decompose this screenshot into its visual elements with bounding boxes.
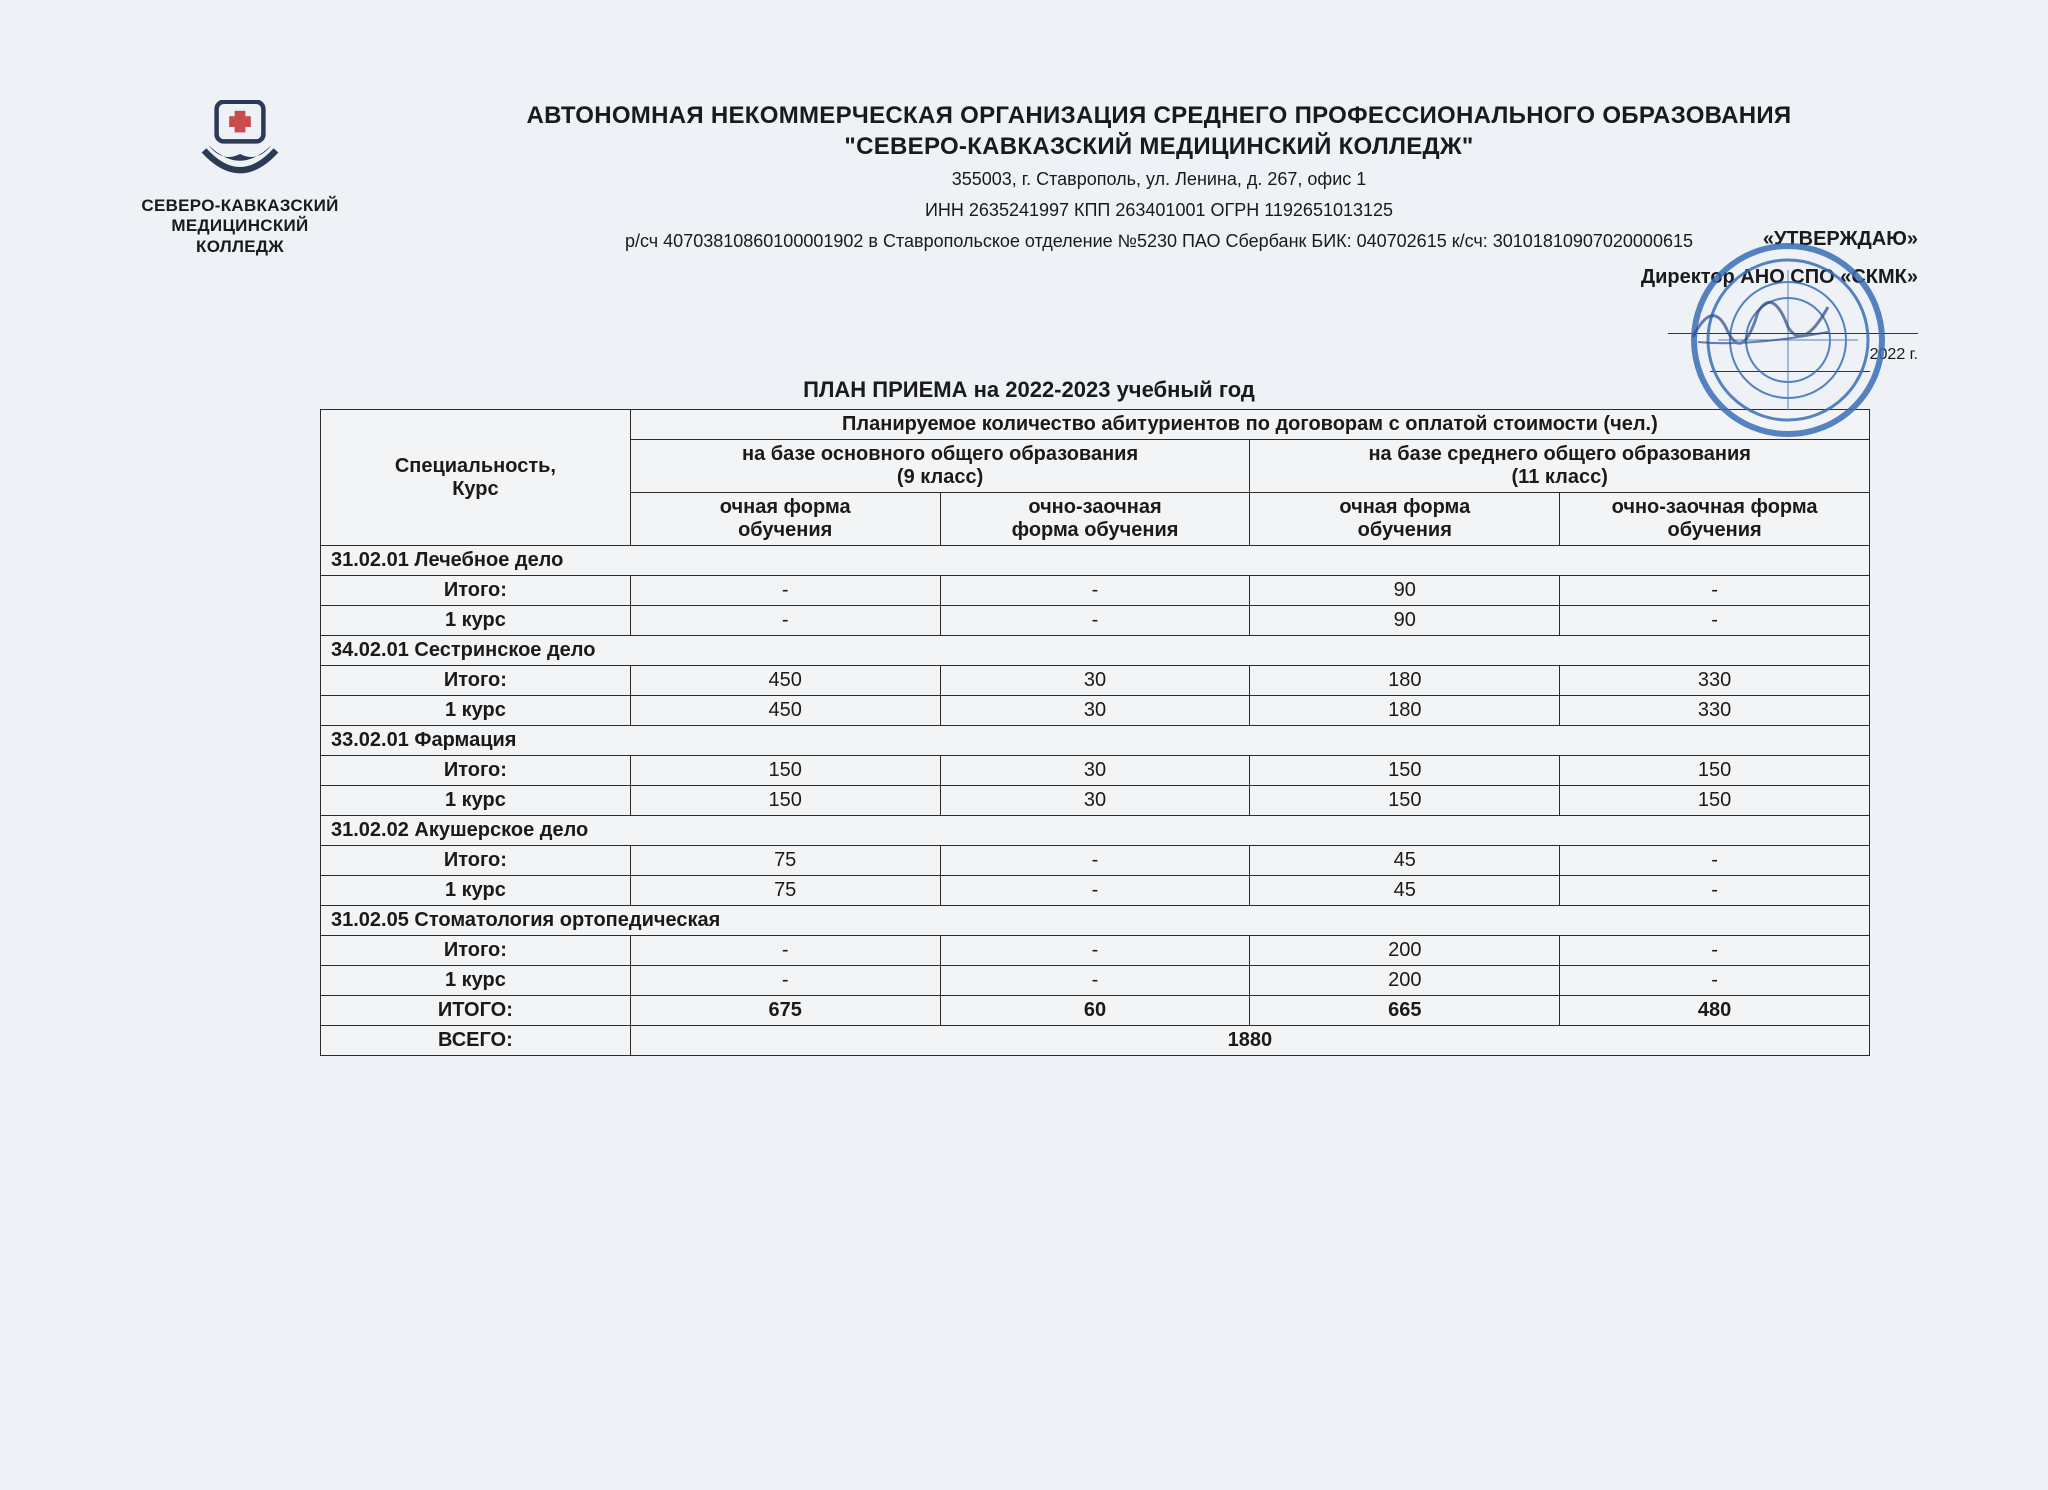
th-full9: очная формаобучения	[630, 493, 940, 546]
cell-value: 330	[1560, 666, 1870, 696]
approve-year: 2022 г.	[1870, 346, 1918, 363]
cell-value: 90	[1250, 576, 1560, 606]
cell-value: 30	[940, 756, 1250, 786]
approve-role: Директор АНО СПО «СКМК»	[1538, 258, 1918, 296]
row-label: Итого:	[321, 846, 631, 876]
cell-value: 150	[1250, 756, 1560, 786]
cell-value: 150	[1250, 786, 1560, 816]
cell-value: 150	[1560, 756, 1870, 786]
table-title: ПЛАН ПРИЕМА на 2022-2023 учебный год	[130, 377, 1928, 403]
admission-plan-table: Специальность,Курс Планируемое количеств…	[320, 409, 1870, 1056]
cell-value: -	[940, 576, 1250, 606]
cell-value: -	[630, 966, 940, 996]
logo-caption: СЕВЕРО-КАВКАЗСКИЙМЕДИЦИНСКИЙКОЛЛЕДЖ	[130, 196, 350, 257]
total-label: ИТОГО:	[321, 996, 631, 1026]
page: СЕВЕРО-КАВКАЗСКИЙМЕДИЦИНСКИЙКОЛЛЕДЖ АВТО…	[0, 0, 2048, 1490]
cell-value: 330	[1560, 696, 1870, 726]
cell-value: 450	[630, 666, 940, 696]
cell-value: 90	[1250, 606, 1560, 636]
th-part9: очно-заочнаяформа обучения	[940, 493, 1250, 546]
th-full11: очная формаобучения	[1250, 493, 1560, 546]
cell-value: 180	[1250, 666, 1560, 696]
total-value: 480	[1560, 996, 1870, 1026]
signature-line	[1668, 309, 1918, 334]
cell-value: 45	[1250, 846, 1560, 876]
table-body: 31.02.01 Лечебное делоИтого:--90-1 курс-…	[321, 546, 1870, 1056]
row-label: Итого:	[321, 756, 631, 786]
cell-value: -	[630, 606, 940, 636]
cell-value: 150	[1560, 786, 1870, 816]
cell-value: -	[1560, 936, 1870, 966]
approval-block: «УТВЕРЖДАЮ» Директор АНО СПО «СКМК» 2022…	[1538, 220, 1918, 372]
total-value: 60	[940, 996, 1250, 1026]
row-label: Итого:	[321, 576, 631, 606]
logo-column: СЕВЕРО-КАВКАЗСКИЙМЕДИЦИНСКИЙКОЛЛЕДЖ	[130, 100, 350, 257]
cell-value: 150	[630, 756, 940, 786]
th-specialty: Специальность,Курс	[321, 410, 631, 546]
cell-value: 45	[1250, 876, 1560, 906]
cell-value: -	[940, 936, 1250, 966]
th-part11: очно-заочная формаобучения	[1560, 493, 1870, 546]
th-base11: на базе среднего общего образования(11 к…	[1250, 440, 1870, 493]
cell-value: -	[1560, 846, 1870, 876]
date-line	[1710, 347, 1870, 372]
row-label: 1 курс	[321, 786, 631, 816]
grand-value: 1880	[630, 1026, 1869, 1056]
cell-value: -	[940, 966, 1250, 996]
cell-value: 75	[630, 876, 940, 906]
cell-value: -	[1560, 876, 1870, 906]
total-value: 675	[630, 996, 940, 1026]
row-label: Итого:	[321, 936, 631, 966]
cell-value: -	[630, 936, 940, 966]
cell-value: 450	[630, 696, 940, 726]
cell-value: 30	[940, 696, 1250, 726]
cell-value: -	[940, 606, 1250, 636]
org-title-2: "СЕВЕРО-КАВКАЗСКИЙ МЕДИЦИНСКИЙ КОЛЛЕДЖ"	[390, 131, 1928, 162]
cell-value: 200	[1250, 936, 1560, 966]
org-title-1: АВТОНОМНАЯ НЕКОММЕРЧЕСКАЯ ОРГАНИЗАЦИЯ СР…	[390, 100, 1928, 131]
total-value: 665	[1250, 996, 1560, 1026]
approve-title: «УТВЕРЖДАЮ»	[1538, 220, 1918, 258]
section-header: 33.02.01 Фармация	[321, 726, 1870, 756]
cell-value: 75	[630, 846, 940, 876]
cell-value: 180	[1250, 696, 1560, 726]
row-label: 1 курс	[321, 696, 631, 726]
th-plan: Планируемое количество абитуриентов по д…	[630, 410, 1869, 440]
cell-value: 30	[940, 666, 1250, 696]
cell-value: -	[940, 846, 1250, 876]
org-logo-icon	[195, 100, 285, 190]
cell-value: -	[1560, 606, 1870, 636]
th-base9: на базе основного общего образования(9 к…	[630, 440, 1250, 493]
section-header: 31.02.01 Лечебное дело	[321, 546, 1870, 576]
section-header: 31.02.05 Стоматология ортопедическая	[321, 906, 1870, 936]
row-label: 1 курс	[321, 966, 631, 996]
cell-value: 150	[630, 786, 940, 816]
cell-value: -	[1560, 576, 1870, 606]
row-label: 1 курс	[321, 876, 631, 906]
row-label: Итого:	[321, 666, 631, 696]
cell-value: -	[630, 576, 940, 606]
cell-value: -	[940, 876, 1250, 906]
row-label: 1 курс	[321, 606, 631, 636]
address-1: 355003, г. Ставрополь, ул. Ленина, д. 26…	[390, 166, 1928, 193]
cell-value: 200	[1250, 966, 1560, 996]
cell-value: 30	[940, 786, 1250, 816]
table-head: Специальность,Курс Планируемое количеств…	[321, 410, 1870, 546]
section-header: 34.02.01 Сестринское дело	[321, 636, 1870, 666]
grand-label: ВСЕГО:	[321, 1026, 631, 1056]
section-header: 31.02.02 Акушерское дело	[321, 816, 1870, 846]
cell-value: -	[1560, 966, 1870, 996]
